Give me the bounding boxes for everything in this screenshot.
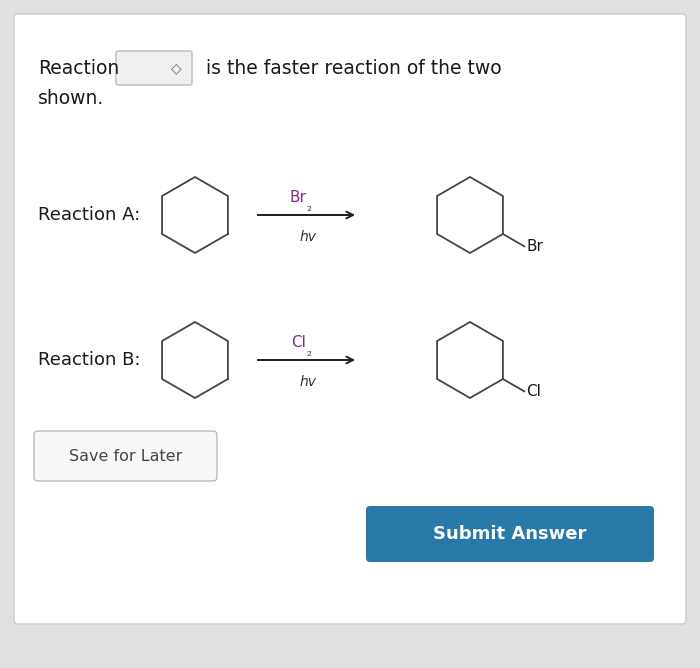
Text: Cl: Cl (526, 384, 541, 399)
Text: ◇: ◇ (171, 61, 181, 75)
FancyBboxPatch shape (116, 51, 192, 85)
Text: Reaction: Reaction (38, 59, 119, 77)
Text: Br: Br (289, 190, 306, 204)
FancyBboxPatch shape (14, 14, 686, 624)
Text: Reaction A:: Reaction A: (38, 206, 140, 224)
Text: hv: hv (300, 375, 316, 389)
FancyBboxPatch shape (34, 431, 217, 481)
Text: ₂: ₂ (306, 346, 311, 359)
Text: Cl: Cl (291, 335, 306, 349)
Text: Br: Br (526, 239, 543, 254)
Text: is the faster reaction of the two: is the faster reaction of the two (200, 59, 502, 77)
Text: ₂: ₂ (306, 201, 311, 214)
FancyBboxPatch shape (366, 506, 654, 562)
Text: Submit Answer: Submit Answer (433, 525, 587, 543)
Text: Save for Later: Save for Later (69, 448, 182, 464)
Text: hv: hv (300, 230, 316, 244)
Text: Reaction B:: Reaction B: (38, 351, 141, 369)
Text: shown.: shown. (38, 88, 104, 108)
